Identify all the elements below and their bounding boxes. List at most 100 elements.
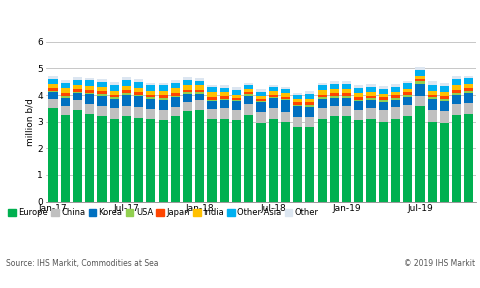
Bar xyxy=(439,101,448,111)
Bar xyxy=(73,110,82,202)
Bar xyxy=(97,79,106,82)
Bar xyxy=(48,108,58,202)
Bar xyxy=(280,90,289,93)
Legend: Europe, China, Korea, USA, Japan, India, Other Asia, Other: Europe, China, Korea, USA, Japan, India,… xyxy=(8,208,318,217)
Bar xyxy=(329,93,338,96)
Bar xyxy=(195,85,204,90)
Bar xyxy=(463,75,472,78)
Bar xyxy=(97,96,106,106)
Bar xyxy=(207,101,216,109)
Bar xyxy=(427,94,436,97)
Bar xyxy=(85,78,94,80)
Bar xyxy=(170,96,180,97)
Bar xyxy=(170,93,180,96)
Bar xyxy=(170,83,180,88)
Bar xyxy=(451,79,460,85)
Bar xyxy=(256,103,265,112)
Bar xyxy=(463,84,472,88)
Bar xyxy=(305,127,314,202)
Bar xyxy=(341,84,350,89)
Bar xyxy=(317,85,326,90)
Bar xyxy=(451,115,460,202)
Text: © 2019 IHS Markit: © 2019 IHS Markit xyxy=(403,259,474,268)
Bar xyxy=(317,108,326,119)
Bar xyxy=(219,85,228,88)
Bar xyxy=(256,96,265,99)
Bar xyxy=(366,87,375,92)
Bar xyxy=(378,122,387,202)
Bar xyxy=(451,85,460,90)
Bar xyxy=(439,111,448,123)
Bar xyxy=(73,89,82,92)
Bar xyxy=(244,104,253,115)
Bar xyxy=(366,98,375,100)
Bar xyxy=(439,83,448,86)
Bar xyxy=(207,92,216,97)
Bar xyxy=(182,92,192,94)
Bar xyxy=(146,119,155,202)
Bar xyxy=(378,94,387,97)
Bar xyxy=(305,105,314,107)
Bar xyxy=(366,96,375,98)
Bar xyxy=(244,115,253,202)
Text: Russian Crude Oil Loadings by Destination: Russian Crude Oil Loadings by Destinatio… xyxy=(6,14,287,27)
Bar xyxy=(329,89,338,93)
Bar xyxy=(415,79,424,82)
Bar xyxy=(158,83,168,85)
Bar xyxy=(219,119,228,202)
Bar xyxy=(390,84,399,86)
Bar xyxy=(341,89,350,93)
Bar xyxy=(158,90,168,95)
Bar xyxy=(134,79,143,82)
Bar xyxy=(390,119,399,202)
Bar xyxy=(317,90,326,95)
Bar xyxy=(121,90,131,93)
Bar xyxy=(292,93,301,95)
Bar xyxy=(158,100,168,110)
Bar xyxy=(48,79,58,84)
Bar xyxy=(329,81,338,84)
Bar xyxy=(451,93,460,94)
Bar xyxy=(317,83,326,85)
Bar xyxy=(244,96,253,104)
Bar xyxy=(463,88,472,91)
Bar xyxy=(390,92,399,95)
Bar xyxy=(195,92,204,94)
Bar xyxy=(268,119,277,202)
Bar xyxy=(427,97,436,99)
Bar xyxy=(195,81,204,85)
Bar xyxy=(60,88,70,93)
Bar xyxy=(182,94,192,102)
Bar xyxy=(378,110,387,122)
Y-axis label: million b/d: million b/d xyxy=(25,98,34,146)
Bar xyxy=(146,85,155,90)
Bar xyxy=(402,116,411,202)
Bar xyxy=(353,101,362,110)
Bar xyxy=(353,93,362,97)
Bar xyxy=(353,85,362,88)
Bar xyxy=(158,98,168,100)
Bar xyxy=(317,97,326,99)
Bar xyxy=(182,102,192,111)
Bar xyxy=(268,91,277,94)
Bar xyxy=(170,88,180,93)
Bar xyxy=(219,108,228,119)
Bar xyxy=(390,107,399,119)
Bar xyxy=(134,92,143,95)
Bar xyxy=(439,86,448,92)
Bar xyxy=(305,103,314,105)
Bar xyxy=(207,119,216,202)
Bar xyxy=(195,90,204,92)
Bar xyxy=(109,82,119,85)
Bar xyxy=(427,85,436,90)
Bar xyxy=(439,123,448,202)
Bar xyxy=(85,90,94,93)
Bar xyxy=(109,91,119,95)
Bar xyxy=(280,93,289,97)
Bar xyxy=(170,80,180,83)
Bar xyxy=(366,108,375,119)
Bar xyxy=(121,94,131,106)
Bar xyxy=(402,105,411,116)
Bar xyxy=(134,118,143,202)
Bar xyxy=(219,96,228,99)
